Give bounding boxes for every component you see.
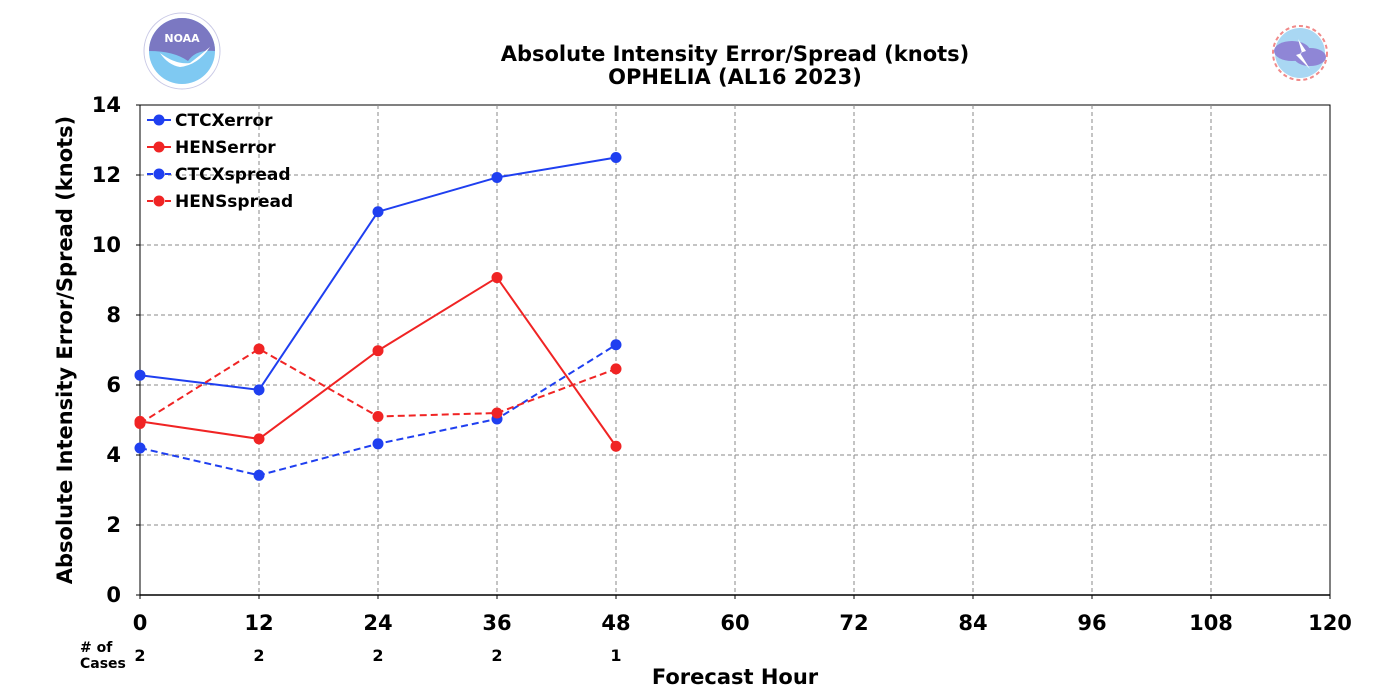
noaa-logo-text: NOAA [164,32,200,45]
y-tick-label: 12 [92,163,121,187]
y-tick-label: 4 [106,443,121,467]
x-tick-label: 120 [1308,611,1352,635]
x-tick-label: 96 [1077,611,1106,635]
chart-title: Absolute Intensity Error/Spread (knots) [501,42,970,66]
x-tick-label: 0 [133,611,148,635]
data-point [134,369,146,381]
data-point [253,433,265,445]
x-tick-label: 24 [363,611,392,635]
data-point [491,407,503,419]
legend-label: CTCXerror [175,111,273,131]
y-tick-label: 8 [106,303,121,327]
data-point [610,339,622,351]
y-tick-label: 0 [106,583,121,607]
legend-swatch-marker [153,141,165,153]
x-tick-label: 108 [1189,611,1233,635]
data-point [610,152,622,163]
data-point [372,345,384,357]
legend-swatch-marker [153,114,165,126]
y-tick-label: 10 [92,233,121,257]
x-tick-label: 36 [482,611,511,635]
legend-label: CTCXspread [175,165,291,185]
data-point [610,440,622,452]
data-point [491,272,503,284]
data-point [253,343,265,355]
x-tick-label: 60 [720,611,749,635]
case-count: 2 [491,646,502,665]
x-tick-label: 48 [601,611,630,635]
legend-item: HENSspread [147,192,293,212]
cases-label: # of Cases [80,640,126,672]
grid [140,105,1330,595]
chart-subtitle: OPHELIA (AL16 2023) [608,65,862,89]
data-point [372,438,384,450]
data-point [253,469,265,481]
data-point [134,418,146,429]
x-tick-label: 12 [244,611,273,635]
legend-label: HENSspread [175,192,293,212]
noaa-logo-icon: NOAA [143,12,221,90]
legend-item: HENSerror [147,138,276,158]
cases-label-line2: Cases [80,656,126,672]
data-point [610,363,622,375]
data-point [134,442,146,454]
case-count: 2 [253,646,264,665]
case-count: 1 [610,646,621,665]
case-count: 2 [372,646,383,665]
cases-counts: 2 2 2 2 1 [134,646,621,665]
legend: CTCXerror HENSerror CTCXspread HENSspread [147,111,293,212]
y-axis-label: Absolute Intensity Error/Spread (knots) [53,116,77,585]
legend-swatch-marker [153,195,165,207]
data-point [491,171,503,183]
series-HENSspread [134,343,622,429]
legend-item: CTCXerror [147,111,273,131]
case-count: 2 [134,646,145,665]
data-point [372,206,384,218]
y-tick-label: 6 [106,373,121,397]
legend-item: CTCXspread [147,165,291,185]
x-tick-label: 72 [839,611,868,635]
data-point [253,384,265,396]
cases-label-line1: # of [80,640,113,656]
legend-label: HENSerror [175,138,276,158]
legend-swatch-marker [153,168,165,180]
y-tick-label: 14 [92,93,121,117]
series-CTCXerror [134,152,622,396]
y-tick-label: 2 [106,513,121,537]
x-tick-label: 84 [958,611,987,635]
data-point [372,411,384,422]
x-axis-label: Forecast Hour [652,665,819,689]
series [134,152,622,481]
nws-logo-icon [1262,15,1338,91]
